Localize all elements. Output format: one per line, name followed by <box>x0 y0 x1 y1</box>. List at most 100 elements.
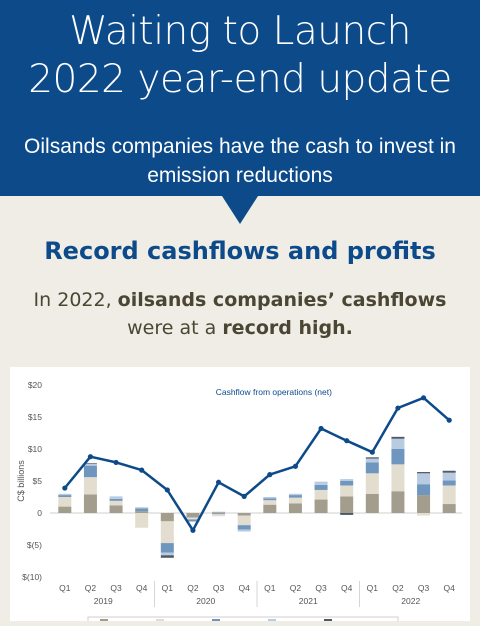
year-label: 2020 <box>196 596 215 606</box>
y-axis-title: C$ billions <box>16 460 26 502</box>
bar-segment <box>365 473 379 494</box>
lead-bold-1: oilsands companies’ cashflows <box>117 289 447 311</box>
bar-segment <box>83 494 97 513</box>
bar-segment <box>314 481 328 485</box>
bar-segment <box>58 497 72 507</box>
lead-text: In 2022, oilsands companies’ cashflows w… <box>0 286 480 342</box>
y-tick-label: $(10) <box>22 572 42 582</box>
y-tick-label: $20 <box>28 380 42 390</box>
year-label: 2022 <box>401 596 420 606</box>
bar-segment <box>365 462 379 474</box>
bar-segment <box>212 512 226 513</box>
bar-segment <box>417 473 431 485</box>
cashflow-point <box>190 527 196 533</box>
cashflow-point <box>139 467 145 473</box>
subtitle-line-1: Oilsands companies have the cash to inve… <box>24 135 456 158</box>
bar-segment <box>212 513 226 515</box>
bar-segment <box>186 519 200 522</box>
bar-segment <box>314 489 328 500</box>
x-tick-label: Q1 <box>367 583 379 593</box>
page-subtitle: Oilsands companies have the cash to inve… <box>20 132 460 190</box>
y-tick-label: $(5) <box>27 540 42 550</box>
bar-segment <box>237 529 251 532</box>
cashflow-point <box>446 417 452 423</box>
x-tick-label: Q3 <box>315 583 327 593</box>
header-banner: Waiting to Launch 2022 year-end update O… <box>0 0 480 224</box>
bar-segment <box>237 515 251 526</box>
cashflow-point <box>215 479 222 485</box>
bar-segment <box>160 552 174 556</box>
bar-segment <box>340 496 354 513</box>
bar-segment <box>340 479 354 481</box>
bar-segment <box>109 498 123 501</box>
bar-segment <box>391 464 405 492</box>
x-tick-label: Q2 <box>392 583 404 593</box>
cashflow-point <box>344 438 350 444</box>
bar-segment <box>237 513 251 516</box>
legend-box <box>87 616 399 626</box>
bar-segment <box>263 498 277 501</box>
x-tick-label: Q4 <box>444 583 456 593</box>
bar-segment <box>135 511 149 513</box>
bar-segment <box>340 485 354 497</box>
bar-segment <box>365 493 379 513</box>
bar-segment <box>391 491 405 513</box>
lead-middle: were at a <box>127 317 223 339</box>
bar-segment <box>263 500 277 505</box>
bar-segment <box>83 465 97 478</box>
bar-segment <box>442 470 456 473</box>
line-label: Cashflow from operations (net) <box>216 387 332 397</box>
bar-segment <box>135 507 149 509</box>
bar-segment <box>365 457 379 459</box>
bar-segment <box>212 514 226 517</box>
cashflow-point <box>267 472 273 478</box>
bar-segment <box>417 495 431 513</box>
section-heading: Record cashflows and profits <box>44 237 436 265</box>
cashflow-point <box>318 425 324 432</box>
cashflow-point <box>395 405 401 411</box>
x-tick-label: Q1 <box>162 583 174 593</box>
bar-segment <box>160 555 174 558</box>
x-tick-label: Q1 <box>59 583 71 593</box>
bar-segment <box>263 504 277 513</box>
bar-segment <box>391 449 405 465</box>
bar-segment <box>288 497 302 504</box>
cashflow-point <box>164 487 170 493</box>
bar-segment <box>135 508 149 512</box>
bar-segment <box>417 484 431 496</box>
title-line-1: Waiting to Launch <box>69 9 411 54</box>
x-tick-label: Q4 <box>341 583 353 593</box>
x-tick-label: Q2 <box>187 583 199 593</box>
y-tick-label: $10 <box>28 444 42 454</box>
bar-segment <box>442 480 456 486</box>
cashflow-point <box>420 395 427 401</box>
bar-segment <box>391 438 405 449</box>
y-tick-label: 0 <box>37 508 42 518</box>
bar-segment <box>83 463 97 466</box>
x-tick-label: Q3 <box>213 583 225 593</box>
bar-segment <box>83 463 97 464</box>
bar-segment <box>160 513 174 522</box>
bar-segment <box>135 513 149 528</box>
bar-segment <box>288 495 302 498</box>
cashflow-chart: C$ billions $20 $15 $10 $5 0 $(5) $(10) Cashflow… <box>16 380 462 626</box>
cashflow-point <box>241 493 247 499</box>
bar-segment <box>314 499 328 513</box>
bar-segment <box>237 525 251 530</box>
bar-segment <box>109 505 123 513</box>
year-label: 2021 <box>299 596 318 606</box>
bar-segment <box>442 472 456 481</box>
cashflow-point <box>62 485 68 491</box>
bar-segment <box>186 513 200 518</box>
x-tick-label: Q3 <box>110 583 122 593</box>
chart-card: C$ billions $20 $15 $10 $5 0 $(5) $(10) Cashflow… <box>10 367 470 626</box>
bar-segment <box>109 500 123 506</box>
lead-prefix: In 2022, <box>33 289 118 311</box>
bar-segment <box>160 521 174 544</box>
year-label: 2019 <box>94 596 113 606</box>
bar-segment <box>263 497 277 499</box>
bar-segment <box>186 517 200 520</box>
bar-segment <box>58 506 72 513</box>
x-tick-label: Q4 <box>239 583 251 593</box>
title-line-2: 2022 year-end update <box>28 57 452 102</box>
